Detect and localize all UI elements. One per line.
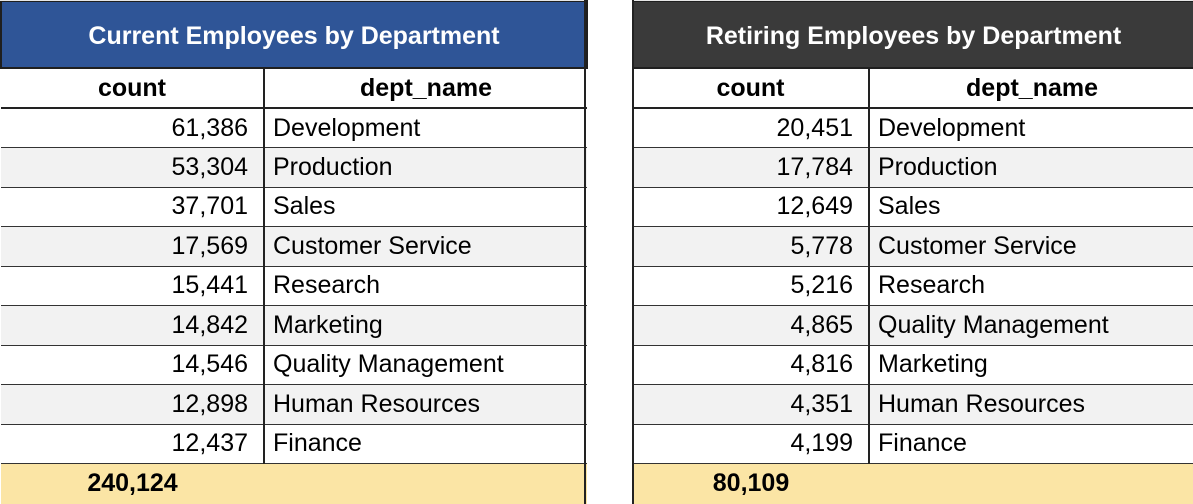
count-cell: 17,569: [1, 226, 265, 267]
table-row: 37,701 Sales: [1, 187, 587, 227]
dept-cell: Production: [869, 147, 1193, 188]
table-row: 12,437 Finance: [1, 424, 587, 464]
table-row: 5,216 Research: [633, 266, 1193, 306]
table-row: 14,842 Marketing: [1, 305, 587, 346]
count-cell: 17,784: [633, 147, 870, 188]
count-cell: 37,701: [1, 187, 265, 227]
table-row: 53,304 Production: [1, 147, 587, 188]
count-cell: 61,386: [1, 108, 265, 148]
table-row: 5,778 Customer Service: [633, 226, 1193, 267]
count-cell: 14,546: [1, 345, 265, 385]
retiring-employees-table: Retiring Employees by Department count d…: [631, 0, 1193, 504]
table-row: 12,898 Human Resources: [1, 384, 587, 425]
count-cell: 15,441: [1, 266, 265, 306]
total-count-cell: 80,109: [633, 463, 869, 504]
dept-cell: Production: [264, 147, 587, 188]
retiring-employees-panel: Retiring Employees by Department count d…: [631, 0, 1193, 504]
count-cell: 4,865: [633, 305, 870, 346]
count-cell: 5,216: [633, 266, 870, 306]
dept-cell: Quality Management: [264, 345, 587, 385]
current-employees-table: Current Employees by Department count de…: [0, 0, 588, 504]
dept-cell: Sales: [869, 187, 1193, 227]
table-row: 17,784 Production: [633, 147, 1193, 188]
table-row: 14,546 Quality Management: [1, 345, 587, 385]
dept-cell: Finance: [869, 424, 1193, 464]
count-cell: 4,816: [633, 345, 870, 385]
retiring-table-title: Retiring Employees by Department: [631, 0, 1193, 69]
total-empty-cell: [869, 463, 1193, 504]
count-cell: 20,451: [633, 108, 870, 148]
dept-cell: Finance: [264, 424, 587, 464]
current-table-title: Current Employees by Department: [0, 0, 588, 69]
retiring-dept-header: dept_name: [869, 68, 1193, 109]
count-cell: 14,842: [1, 305, 265, 346]
count-cell: 12,898: [1, 384, 265, 425]
count-cell: 4,199: [633, 424, 870, 464]
table-row: 12,649 Sales: [633, 187, 1193, 227]
table-row: 4,865 Quality Management: [633, 305, 1193, 346]
table-row: 20,451 Development: [633, 108, 1193, 148]
total-empty-cell: [264, 463, 587, 504]
table-row: 4,816 Marketing: [633, 345, 1193, 385]
retiring-count-header: count: [633, 68, 870, 109]
dept-cell: Customer Service: [264, 226, 587, 267]
dept-cell: Sales: [264, 187, 587, 227]
count-cell: 12,649: [633, 187, 870, 227]
table-row: 17,569 Customer Service: [1, 226, 587, 267]
table-border: [632, 0, 634, 504]
table-border: [584, 0, 586, 504]
total-count-cell: 240,124: [1, 463, 264, 504]
table-row: 4,199 Finance: [633, 424, 1193, 464]
dept-cell: Marketing: [264, 305, 587, 346]
count-cell: 5,778: [633, 226, 870, 267]
total-row: 240,124: [1, 463, 587, 504]
current-dept-header: dept_name: [264, 68, 587, 109]
count-cell: 53,304: [1, 147, 265, 188]
dept-cell: Human Resources: [264, 384, 587, 425]
count-cell: 4,351: [633, 384, 870, 425]
dept-cell: Human Resources: [869, 384, 1193, 425]
total-row: 80,109: [633, 463, 1193, 504]
table-row: 61,386 Development: [1, 108, 587, 148]
current-employees-panel: Current Employees by Department count de…: [0, 0, 588, 504]
table-row: 4,351 Human Resources: [633, 384, 1193, 425]
count-cell: 12,437: [1, 424, 265, 464]
dept-cell: Development: [869, 108, 1193, 148]
dept-cell: Research: [264, 266, 587, 306]
dept-cell: Quality Management: [869, 305, 1193, 346]
dept-cell: Marketing: [869, 345, 1193, 385]
dept-cell: Customer Service: [869, 226, 1193, 267]
dept-cell: Development: [264, 108, 587, 148]
current-count-header: count: [1, 68, 265, 109]
table-row: 15,441 Research: [1, 266, 587, 306]
dept-cell: Research: [869, 266, 1193, 306]
